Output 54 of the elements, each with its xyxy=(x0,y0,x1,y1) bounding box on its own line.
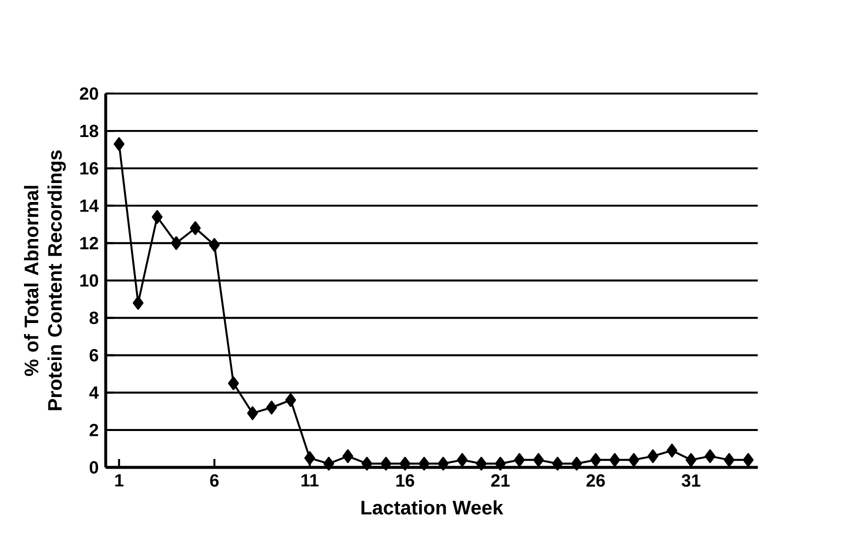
y-tick-label: 0 xyxy=(90,461,98,474)
point xyxy=(552,456,563,470)
x-tick-label: 11 xyxy=(302,474,319,486)
point xyxy=(247,406,258,420)
x-axis-title: Lactation Week xyxy=(362,500,504,515)
point xyxy=(170,236,182,250)
point xyxy=(152,210,163,224)
point xyxy=(571,456,582,470)
point xyxy=(362,456,372,470)
point xyxy=(666,444,678,458)
y-tick-label: 2 xyxy=(90,424,98,436)
point xyxy=(342,449,354,463)
y-axis-title: % of Total Abnormal Protein Content Recordings xyxy=(24,150,66,410)
point xyxy=(476,456,487,470)
point xyxy=(114,137,124,151)
x-tick-label: 26 xyxy=(586,474,605,487)
point xyxy=(724,453,735,467)
x-tick-label: 6 xyxy=(210,474,219,487)
point xyxy=(132,296,144,310)
point xyxy=(266,400,277,414)
point xyxy=(609,453,620,467)
point xyxy=(438,456,449,470)
point xyxy=(418,456,430,470)
y-tick-label: 10 xyxy=(80,274,98,287)
point xyxy=(494,456,506,470)
x-tick-label: 21 xyxy=(491,474,510,487)
point xyxy=(742,453,754,467)
y-tick-label: 6 xyxy=(90,348,98,362)
y-tick-label: 16 xyxy=(80,162,98,175)
y-tick-label: 14 xyxy=(80,200,99,212)
point xyxy=(686,453,696,467)
y-tick-label: 8 xyxy=(90,312,98,324)
point xyxy=(209,238,220,252)
y-tick-label: 20 xyxy=(80,87,98,100)
point xyxy=(380,456,392,470)
y-tick-label: 4 xyxy=(89,386,99,399)
point xyxy=(628,453,640,467)
point xyxy=(285,393,296,407)
x-tick-label: 16 xyxy=(396,474,414,487)
point xyxy=(190,221,201,235)
point xyxy=(514,453,525,467)
point xyxy=(704,449,716,463)
point xyxy=(590,453,602,467)
point xyxy=(400,456,410,470)
point xyxy=(304,451,316,465)
point xyxy=(648,449,658,463)
x-tick-label: 31 xyxy=(682,474,700,487)
point xyxy=(323,456,334,470)
y-tick-label: 18 xyxy=(80,124,98,138)
point xyxy=(228,376,239,390)
point xyxy=(456,453,468,467)
x-tick-label: 1 xyxy=(115,474,124,486)
y-tick-label: 12 xyxy=(80,236,98,250)
point xyxy=(533,453,544,467)
